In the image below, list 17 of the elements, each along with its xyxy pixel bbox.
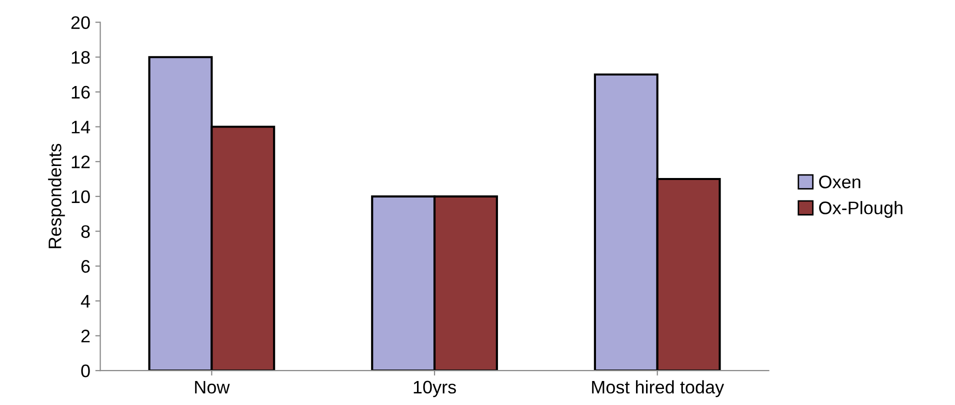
- y-tick-label: 16: [72, 86, 90, 99]
- x-tick-label: Now: [195, 380, 230, 394]
- y-axis-title: Respondents: [48, 144, 65, 248]
- y-tick-label: 14: [72, 120, 90, 134]
- x-tick-label: Most hired today: [592, 380, 724, 398]
- x-tick-label: 10yrs: [414, 380, 456, 398]
- y-tick-label: 8: [81, 225, 90, 238]
- legend-label: Oxen: [819, 176, 860, 188]
- y-tick-label: 20: [71, 16, 90, 29]
- y-tick-label: 12: [72, 156, 90, 168]
- y-tick-label: 4: [80, 295, 90, 308]
- legend-label: Ox-Plough: [819, 201, 902, 218]
- y-tick-label: 6: [81, 260, 90, 273]
- y-tick-label: 0: [81, 364, 90, 378]
- y-tick-label: 10: [72, 190, 90, 204]
- y-tick-label: 2: [81, 330, 90, 342]
- y-tick-label: 18: [72, 51, 90, 64]
